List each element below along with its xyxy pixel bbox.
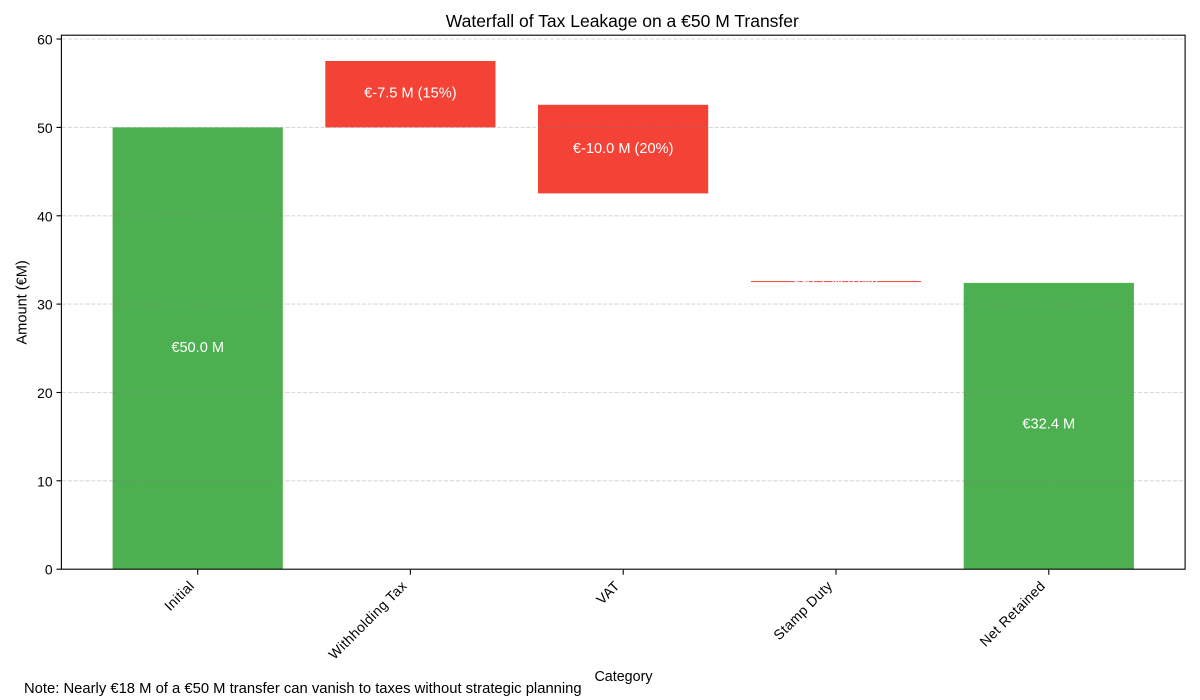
- svg-text:€32.4 M: €32.4 M: [1022, 417, 1075, 433]
- svg-text:Note: Nearly €18 M of a €50 M: Note: Nearly €18 M of a €50 M transfer c…: [24, 681, 582, 697]
- svg-text:€50.0 M: €50.0 M: [171, 340, 224, 356]
- svg-text:60: 60: [37, 32, 53, 48]
- svg-text:Initial: Initial: [161, 578, 197, 614]
- svg-text:Withholding Tax: Withholding Tax: [325, 578, 410, 663]
- svg-text:40: 40: [37, 208, 53, 224]
- svg-text:Amount (€M): Amount (€M): [14, 260, 30, 344]
- svg-text:€-7.5 M (15%): €-7.5 M (15%): [364, 86, 456, 102]
- svg-text:0: 0: [45, 562, 53, 578]
- svg-text:€-10.0 M (20%): €-10.0 M (20%): [573, 141, 674, 157]
- svg-text:20: 20: [37, 385, 53, 401]
- svg-text:Net Retained: Net Retained: [976, 578, 1048, 650]
- svg-text:Waterfall of Tax Leakage on a: Waterfall of Tax Leakage on a €50 M Tran…: [446, 11, 799, 31]
- svg-text:10: 10: [37, 473, 53, 489]
- svg-text:€-0.1 M (0%): €-0.1 M (0%): [794, 273, 878, 289]
- svg-text:50: 50: [37, 120, 53, 136]
- svg-text:30: 30: [37, 297, 53, 313]
- svg-text:Stamp Duty: Stamp Duty: [770, 578, 835, 643]
- svg-text:VAT: VAT: [593, 577, 623, 607]
- svg-text:Category: Category: [594, 669, 653, 685]
